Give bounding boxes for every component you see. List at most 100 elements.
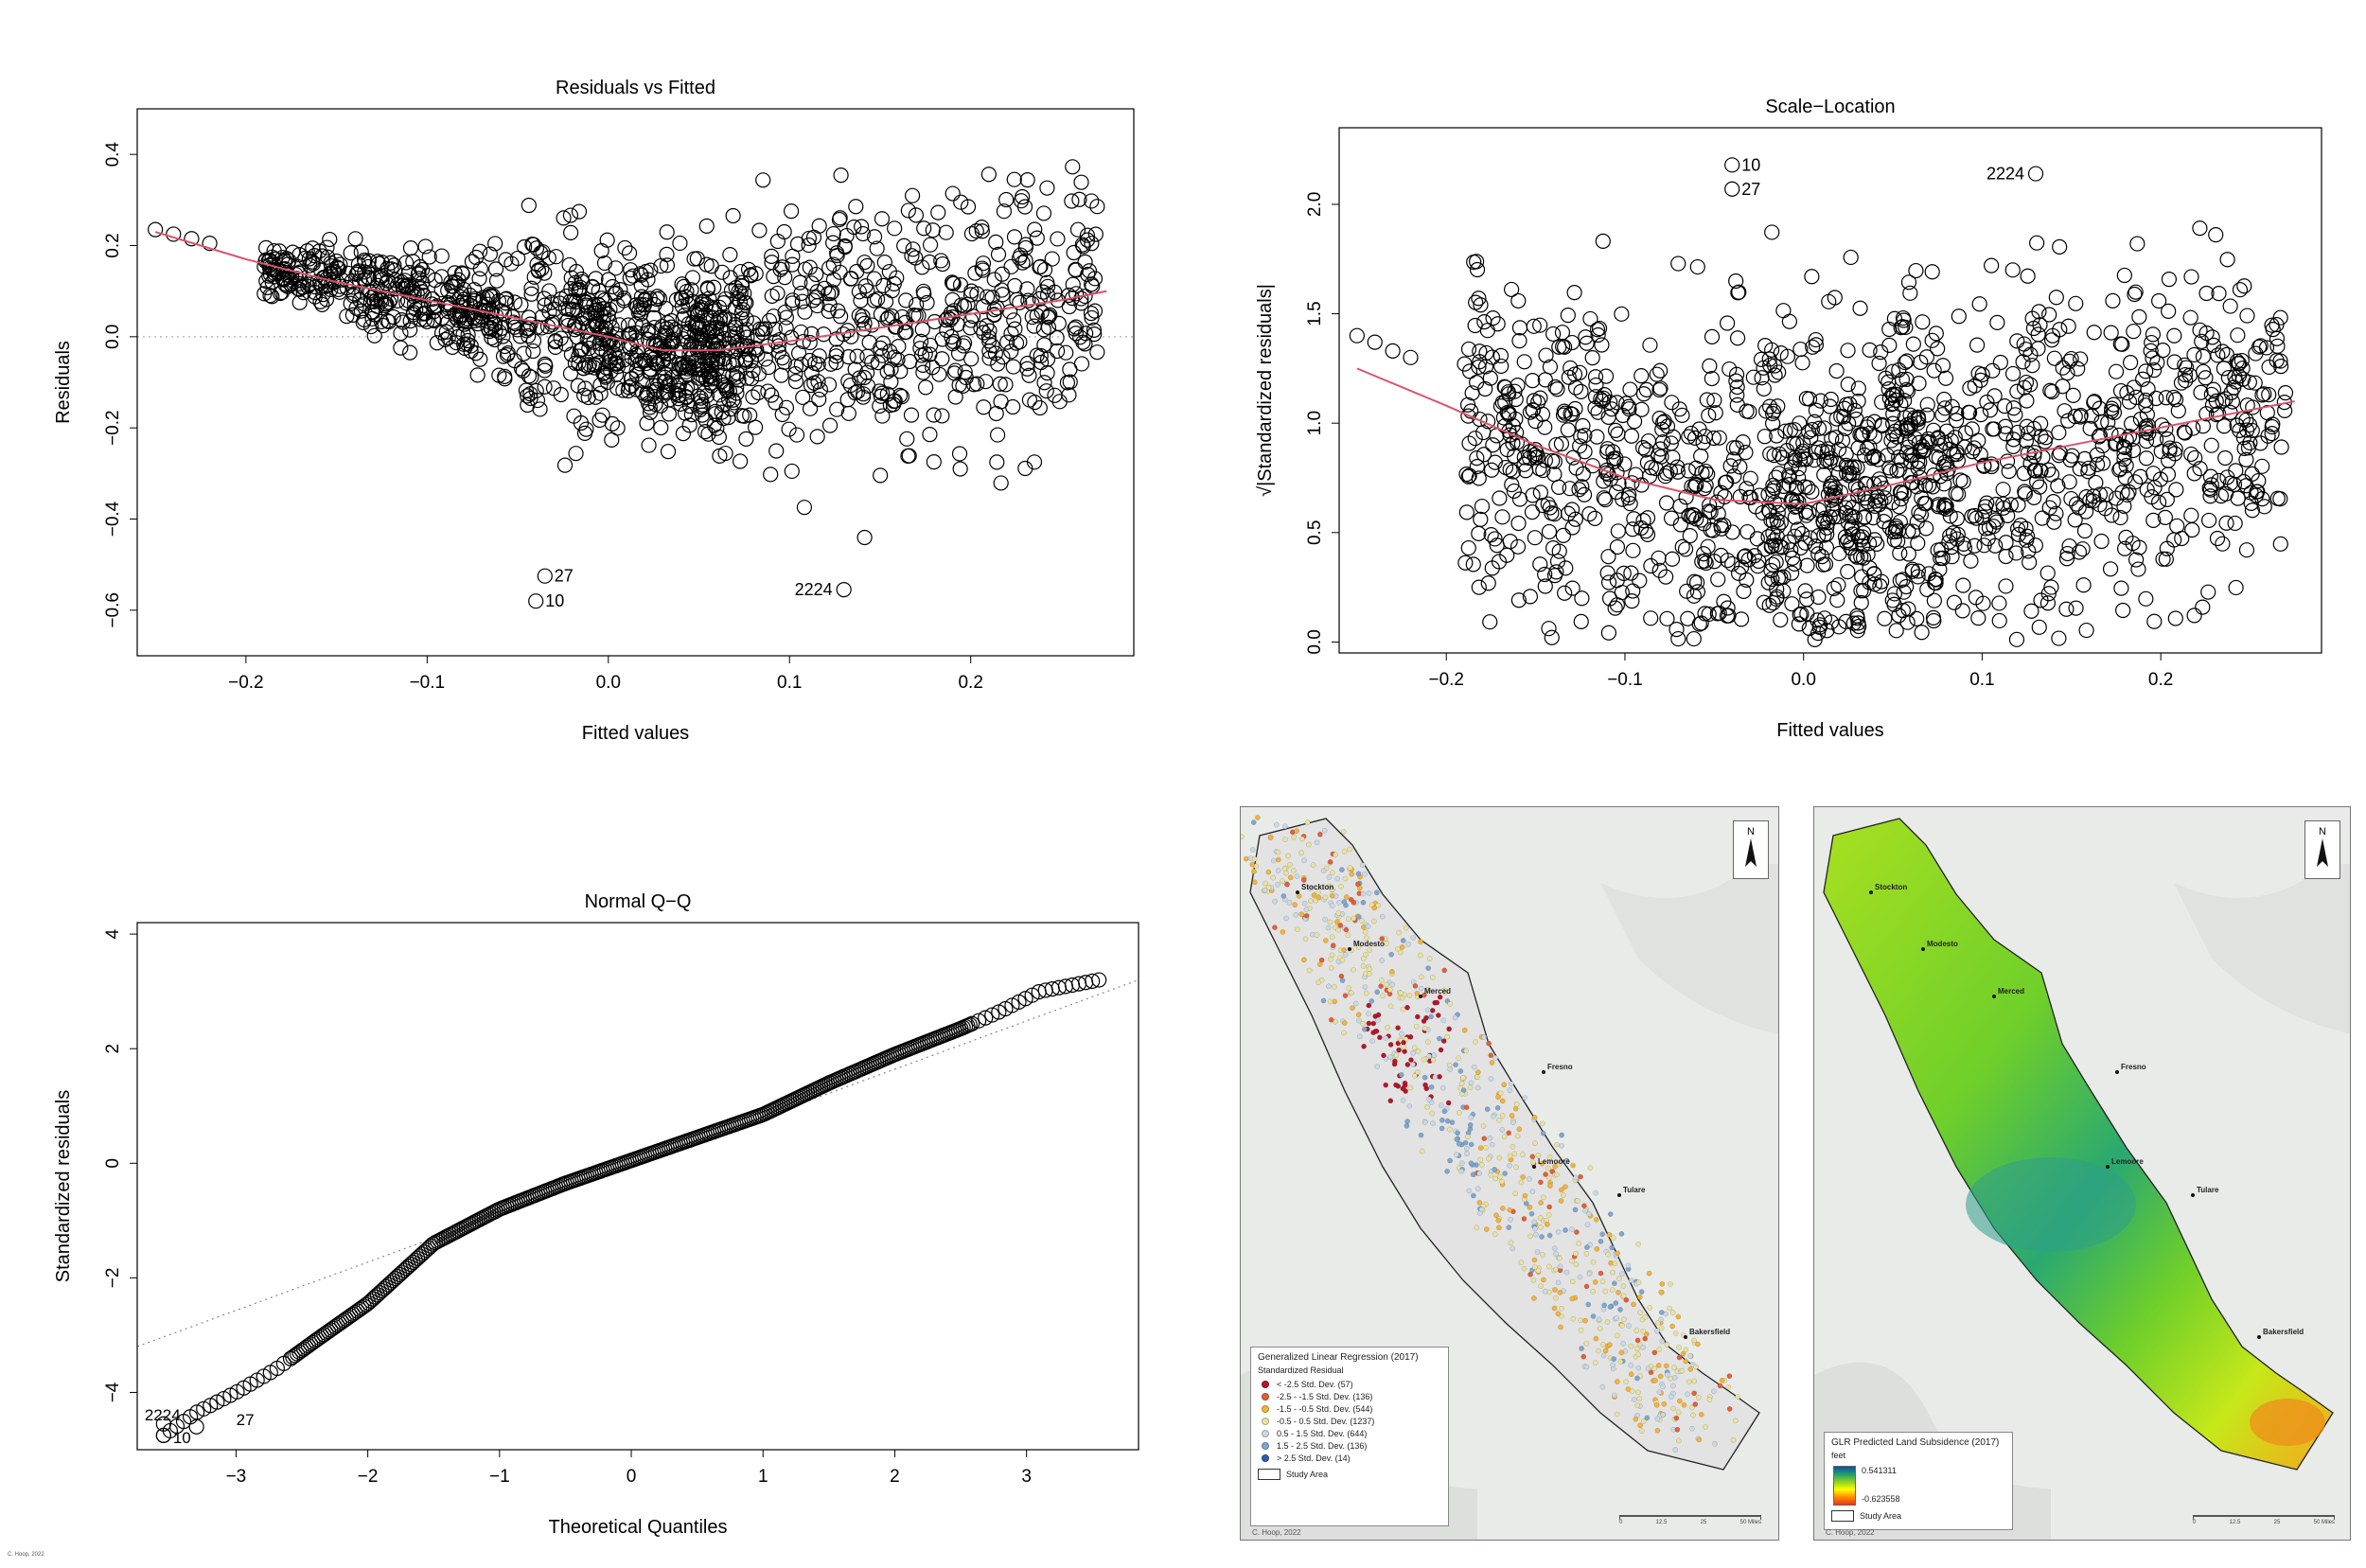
data-point [536,291,553,307]
data-point [744,370,760,387]
data-point [1936,391,1952,408]
data-point [1669,622,1685,638]
city-marker [2257,1335,2261,1339]
data-point [1506,483,1522,500]
x-axis-label: Fitted values [582,723,689,744]
data-point [1013,247,1029,263]
residual-point [1606,1232,1613,1238]
data-point [2009,520,2026,537]
data-point [2116,267,2132,284]
data-point [2093,533,2110,550]
data-point [497,338,513,355]
residual-point [1328,1016,1334,1023]
data-point [1756,594,1772,610]
residual-point [1629,1388,1635,1394]
data-point [1036,337,1052,353]
data-point [1731,284,1747,300]
residual-point [1593,1189,1598,1196]
data-point [1461,435,1477,451]
data-point [1860,546,1876,562]
residual-point [1422,1082,1428,1088]
residual-point [1351,899,1357,906]
data-point [1764,224,1780,240]
data-point [1642,337,1658,353]
data-point [1887,423,1903,439]
data-point [1892,514,1908,530]
data-point [1810,528,1827,544]
data-point [639,415,655,432]
data-point [773,367,789,383]
residual-point [1400,938,1406,943]
data-point [592,385,609,401]
residual-point [1691,1378,1698,1384]
data-point [2019,393,2035,409]
data-point [968,223,984,239]
data-point [2125,442,2142,459]
data-point [2202,482,2218,498]
residual-point [1328,956,1333,962]
residual-point [1418,1132,1424,1138]
data-point [1066,244,1082,261]
data-point [915,364,931,380]
data-point [795,333,811,350]
data-point [873,307,890,323]
data-point [1597,387,1613,403]
data-point [374,272,390,288]
data-point [1972,372,1988,389]
data-point [2031,619,2047,635]
data-point [2040,462,2057,478]
data-point [1582,310,1598,327]
data-point [1885,415,1901,432]
study-area-outline [1249,818,1760,1471]
residual-legend-title: Generalized Linear Regression (2017) [1258,1352,1419,1363]
residual-point [1687,1353,1693,1359]
data-point [2104,400,2120,416]
data-point [495,328,511,344]
data-point [811,391,827,408]
residual-point [1436,1013,1441,1018]
data-point [1991,595,2007,611]
subsidence-legend-unit: feet [1831,1451,1846,1460]
city-marker [2115,1070,2119,1074]
residual-point [1558,1324,1563,1330]
city-label: Lemoore [1538,1157,1570,1166]
data-point [2138,590,2154,607]
data-point [1032,291,1048,307]
data-point [1781,469,1798,485]
data-point [751,222,768,238]
residual-point [1640,1328,1647,1334]
residual-point [1282,837,1288,842]
data-point [453,265,470,281]
residual-point [1295,926,1300,933]
data-point [854,312,870,328]
data-point [1575,417,1591,434]
residual-point [1654,1427,1661,1434]
data-point [574,341,591,357]
residual-point [1551,1305,1558,1312]
residual-point [1599,1278,1606,1284]
data-point [1038,383,1054,399]
scale-location-panel: Scale−Location −0.2 −0.1 0.0 0.1 0.2 0.0 0.5 1.0… [1221,0,2366,795]
residual-point [1349,990,1354,995]
data-point [2108,363,2125,379]
residual-point [1634,1346,1640,1352]
residual-point [1456,1140,1462,1147]
residual-point [1434,999,1440,1006]
data-point [821,417,839,433]
data-point [1554,325,1571,341]
residual-point [1343,894,1350,900]
data-point [433,248,450,264]
data-point [1970,610,1986,626]
data-point [2048,505,2064,521]
data-point [1624,593,1640,609]
data-point [1898,381,1915,397]
data-point [886,393,902,410]
data-point [1925,422,1942,438]
data-point [2041,307,2057,323]
data-point [704,371,720,387]
data-point [1964,508,1980,524]
data-point [1061,387,1077,403]
residual-point [1418,939,1423,944]
data-point [1765,483,1781,499]
data-point [1979,495,1995,511]
